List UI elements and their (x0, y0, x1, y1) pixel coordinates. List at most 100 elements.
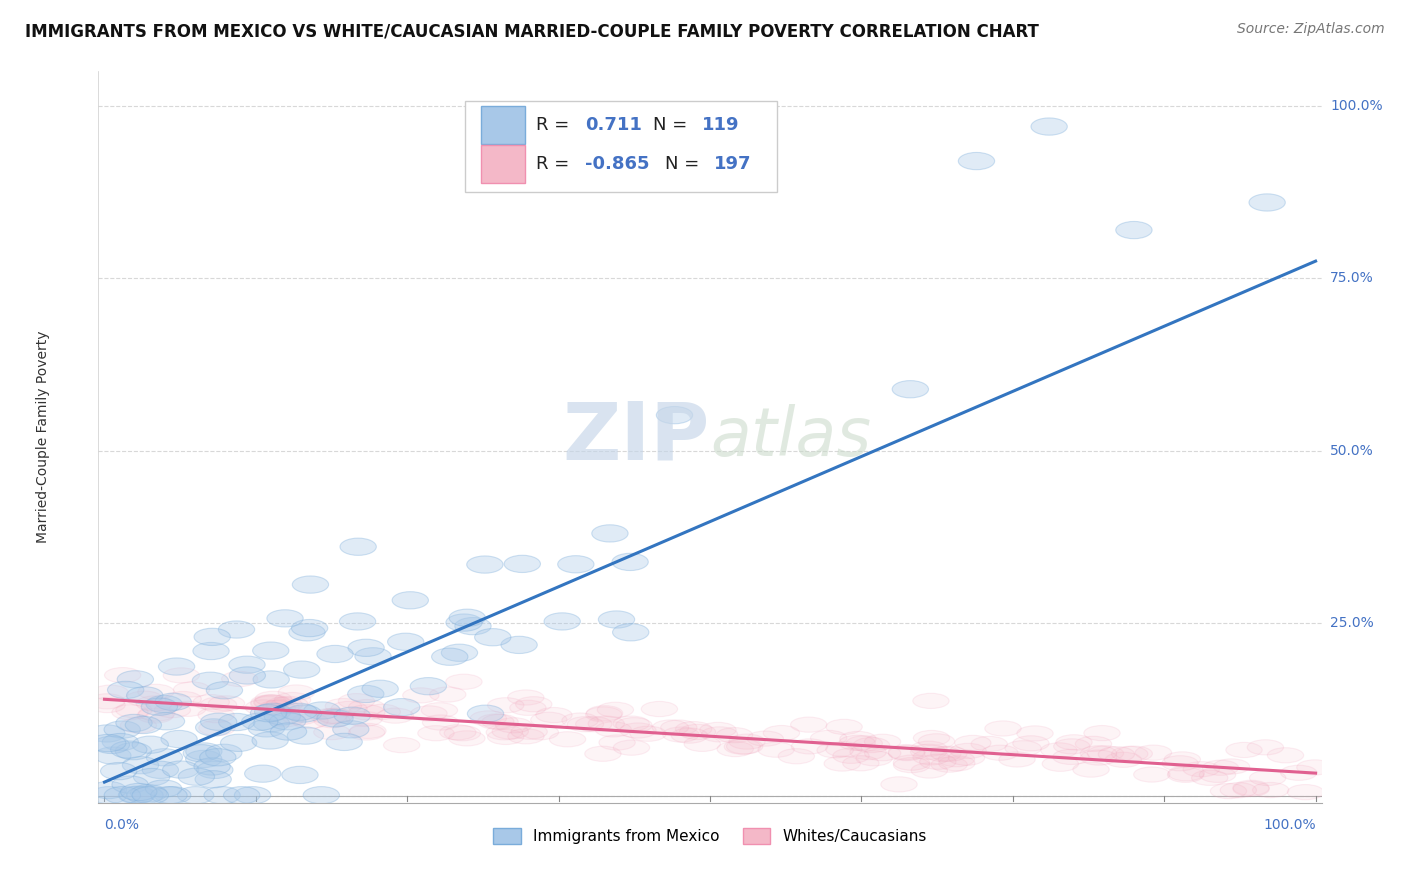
Ellipse shape (285, 705, 322, 723)
Text: 119: 119 (702, 116, 740, 134)
Text: -0.865: -0.865 (585, 155, 650, 173)
Ellipse shape (177, 787, 214, 804)
Ellipse shape (1253, 782, 1289, 797)
Ellipse shape (716, 728, 752, 743)
Ellipse shape (893, 757, 929, 772)
Ellipse shape (361, 681, 398, 698)
Ellipse shape (1098, 747, 1135, 762)
Ellipse shape (449, 609, 485, 626)
Text: 50.0%: 50.0% (1330, 444, 1374, 458)
Ellipse shape (134, 768, 170, 786)
Ellipse shape (522, 724, 558, 739)
Ellipse shape (270, 713, 307, 730)
Ellipse shape (679, 724, 716, 739)
Ellipse shape (1073, 762, 1109, 777)
Ellipse shape (475, 629, 510, 646)
Ellipse shape (825, 719, 862, 734)
Ellipse shape (675, 722, 711, 737)
Ellipse shape (254, 691, 291, 706)
Ellipse shape (432, 648, 468, 665)
Ellipse shape (1031, 118, 1067, 136)
Ellipse shape (127, 691, 163, 706)
Ellipse shape (758, 742, 794, 757)
Ellipse shape (889, 745, 924, 760)
Ellipse shape (270, 723, 307, 740)
Ellipse shape (949, 750, 984, 765)
Ellipse shape (1017, 726, 1053, 741)
Ellipse shape (939, 756, 974, 771)
Ellipse shape (505, 555, 540, 573)
Ellipse shape (138, 708, 173, 723)
Ellipse shape (998, 752, 1035, 767)
Ellipse shape (911, 763, 948, 778)
Ellipse shape (1167, 767, 1204, 782)
Ellipse shape (912, 749, 949, 764)
Ellipse shape (418, 725, 454, 741)
Ellipse shape (717, 741, 754, 756)
Ellipse shape (274, 692, 311, 707)
Ellipse shape (207, 681, 243, 699)
Ellipse shape (340, 538, 377, 556)
Ellipse shape (339, 613, 375, 630)
Ellipse shape (330, 701, 367, 716)
Ellipse shape (1182, 762, 1219, 777)
Ellipse shape (1116, 746, 1153, 761)
Ellipse shape (1056, 735, 1092, 750)
Ellipse shape (245, 700, 281, 715)
Ellipse shape (229, 667, 266, 684)
Ellipse shape (112, 776, 148, 793)
Text: 0.711: 0.711 (585, 116, 643, 134)
Text: 197: 197 (714, 155, 751, 173)
Ellipse shape (364, 704, 401, 719)
Ellipse shape (1168, 765, 1205, 780)
Text: 75.0%: 75.0% (1330, 271, 1374, 285)
Ellipse shape (224, 787, 260, 804)
Ellipse shape (671, 728, 707, 743)
Ellipse shape (145, 780, 181, 797)
Ellipse shape (222, 672, 257, 687)
Ellipse shape (346, 711, 382, 726)
Ellipse shape (132, 736, 169, 754)
Ellipse shape (1249, 194, 1285, 211)
Ellipse shape (1135, 745, 1171, 760)
Ellipse shape (612, 553, 648, 571)
Ellipse shape (349, 705, 385, 720)
Ellipse shape (267, 712, 304, 727)
Ellipse shape (142, 761, 179, 779)
Ellipse shape (127, 687, 163, 704)
Ellipse shape (281, 766, 318, 783)
Ellipse shape (488, 698, 524, 713)
Ellipse shape (347, 640, 384, 657)
Ellipse shape (198, 707, 235, 723)
Ellipse shape (810, 731, 846, 746)
Ellipse shape (111, 741, 148, 758)
Ellipse shape (911, 741, 948, 756)
Ellipse shape (724, 739, 761, 755)
Text: R =: R = (536, 155, 575, 173)
Ellipse shape (444, 725, 481, 741)
Ellipse shape (1220, 782, 1257, 797)
Ellipse shape (179, 768, 215, 785)
Ellipse shape (467, 705, 503, 723)
Ellipse shape (325, 698, 361, 714)
Text: N =: N = (665, 155, 704, 173)
Ellipse shape (595, 722, 631, 737)
Ellipse shape (950, 743, 986, 758)
Ellipse shape (150, 787, 187, 804)
Ellipse shape (1233, 780, 1270, 796)
Text: Married-Couple Family Poverty: Married-Couple Family Poverty (37, 331, 51, 543)
Ellipse shape (90, 734, 127, 752)
Ellipse shape (131, 785, 167, 802)
Text: R =: R = (536, 116, 575, 134)
Ellipse shape (938, 752, 974, 767)
Ellipse shape (250, 695, 287, 710)
Ellipse shape (661, 720, 697, 735)
Ellipse shape (104, 667, 141, 682)
Ellipse shape (284, 661, 319, 678)
Text: 0.0%: 0.0% (104, 818, 139, 832)
Ellipse shape (585, 747, 621, 762)
Ellipse shape (253, 671, 290, 688)
Ellipse shape (170, 701, 205, 716)
Ellipse shape (201, 713, 236, 731)
Ellipse shape (446, 614, 482, 632)
